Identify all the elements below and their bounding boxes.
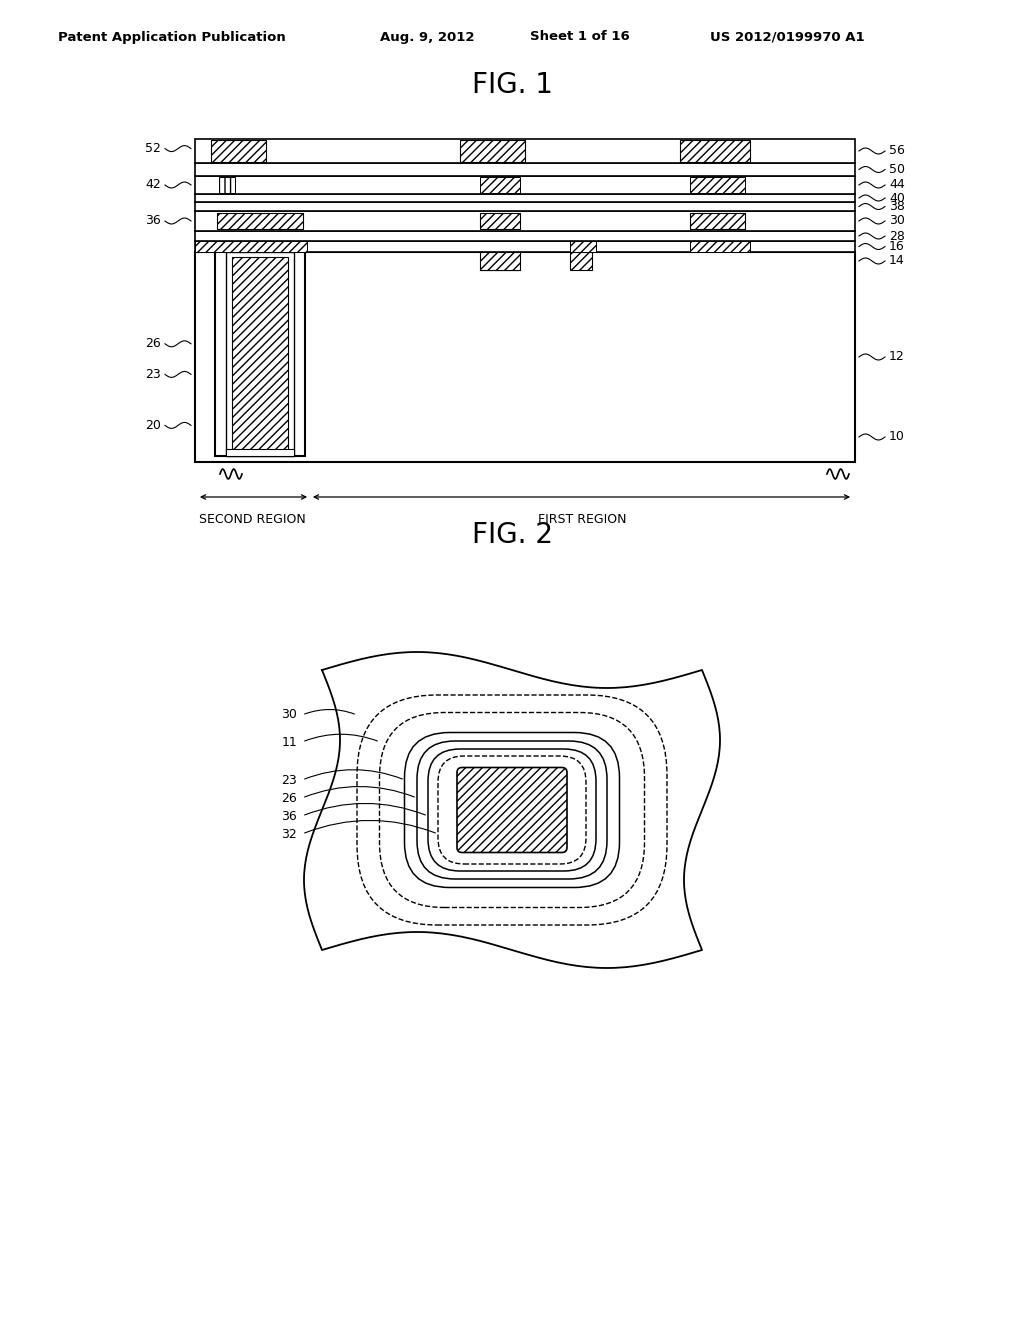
Bar xyxy=(211,140,266,162)
Bar xyxy=(690,213,745,228)
Bar xyxy=(195,242,307,252)
Text: 42: 42 xyxy=(145,178,161,191)
Bar xyxy=(195,231,855,242)
Text: 26: 26 xyxy=(145,338,161,350)
Text: SECOND REGION: SECOND REGION xyxy=(199,513,306,525)
Text: 23: 23 xyxy=(145,368,161,381)
Text: FIRST REGION: FIRST REGION xyxy=(539,513,627,525)
Text: 52: 52 xyxy=(145,143,161,154)
Text: Aug. 9, 2012: Aug. 9, 2012 xyxy=(380,30,474,44)
Text: Patent Application Publication: Patent Application Publication xyxy=(58,30,286,44)
Text: 36: 36 xyxy=(282,809,297,822)
Bar xyxy=(195,252,855,462)
Text: 56: 56 xyxy=(889,144,905,157)
Bar xyxy=(226,449,294,455)
Text: 30: 30 xyxy=(889,214,905,227)
Bar xyxy=(219,177,234,193)
Bar xyxy=(195,211,855,231)
FancyBboxPatch shape xyxy=(457,767,567,853)
Text: US 2012/0199970 A1: US 2012/0199970 A1 xyxy=(710,30,864,44)
Bar xyxy=(480,213,520,228)
Text: 11: 11 xyxy=(282,735,297,748)
Bar xyxy=(480,177,520,193)
Text: 28: 28 xyxy=(889,230,905,243)
Text: 44: 44 xyxy=(889,178,905,191)
Bar xyxy=(195,242,855,252)
Bar xyxy=(195,194,855,202)
Bar xyxy=(195,139,855,162)
Bar xyxy=(195,162,855,176)
Text: 14: 14 xyxy=(889,255,905,268)
Text: 20: 20 xyxy=(145,418,161,432)
Bar xyxy=(217,213,303,228)
Text: 50: 50 xyxy=(889,162,905,176)
Bar xyxy=(680,140,750,162)
Text: FIG. 2: FIG. 2 xyxy=(471,521,553,549)
Text: 10: 10 xyxy=(889,430,905,444)
Text: Sheet 1 of 16: Sheet 1 of 16 xyxy=(530,30,630,44)
Bar xyxy=(195,202,855,211)
Text: 38: 38 xyxy=(889,201,905,213)
Bar xyxy=(215,252,305,455)
Text: 30: 30 xyxy=(282,709,297,722)
Bar xyxy=(480,252,520,271)
Bar xyxy=(690,177,745,193)
Text: 23: 23 xyxy=(282,774,297,787)
Bar xyxy=(460,140,525,162)
Text: 32: 32 xyxy=(282,828,297,841)
Bar xyxy=(195,176,855,194)
Text: 26: 26 xyxy=(282,792,297,804)
Bar xyxy=(226,252,294,455)
Text: FIG. 1: FIG. 1 xyxy=(471,71,553,99)
Text: 40: 40 xyxy=(889,191,905,205)
Bar xyxy=(232,257,288,451)
Text: 16: 16 xyxy=(889,240,905,253)
Bar xyxy=(570,252,592,271)
Bar xyxy=(690,242,750,252)
Text: 36: 36 xyxy=(145,214,161,227)
Text: 12: 12 xyxy=(889,351,905,363)
Bar xyxy=(570,242,596,252)
